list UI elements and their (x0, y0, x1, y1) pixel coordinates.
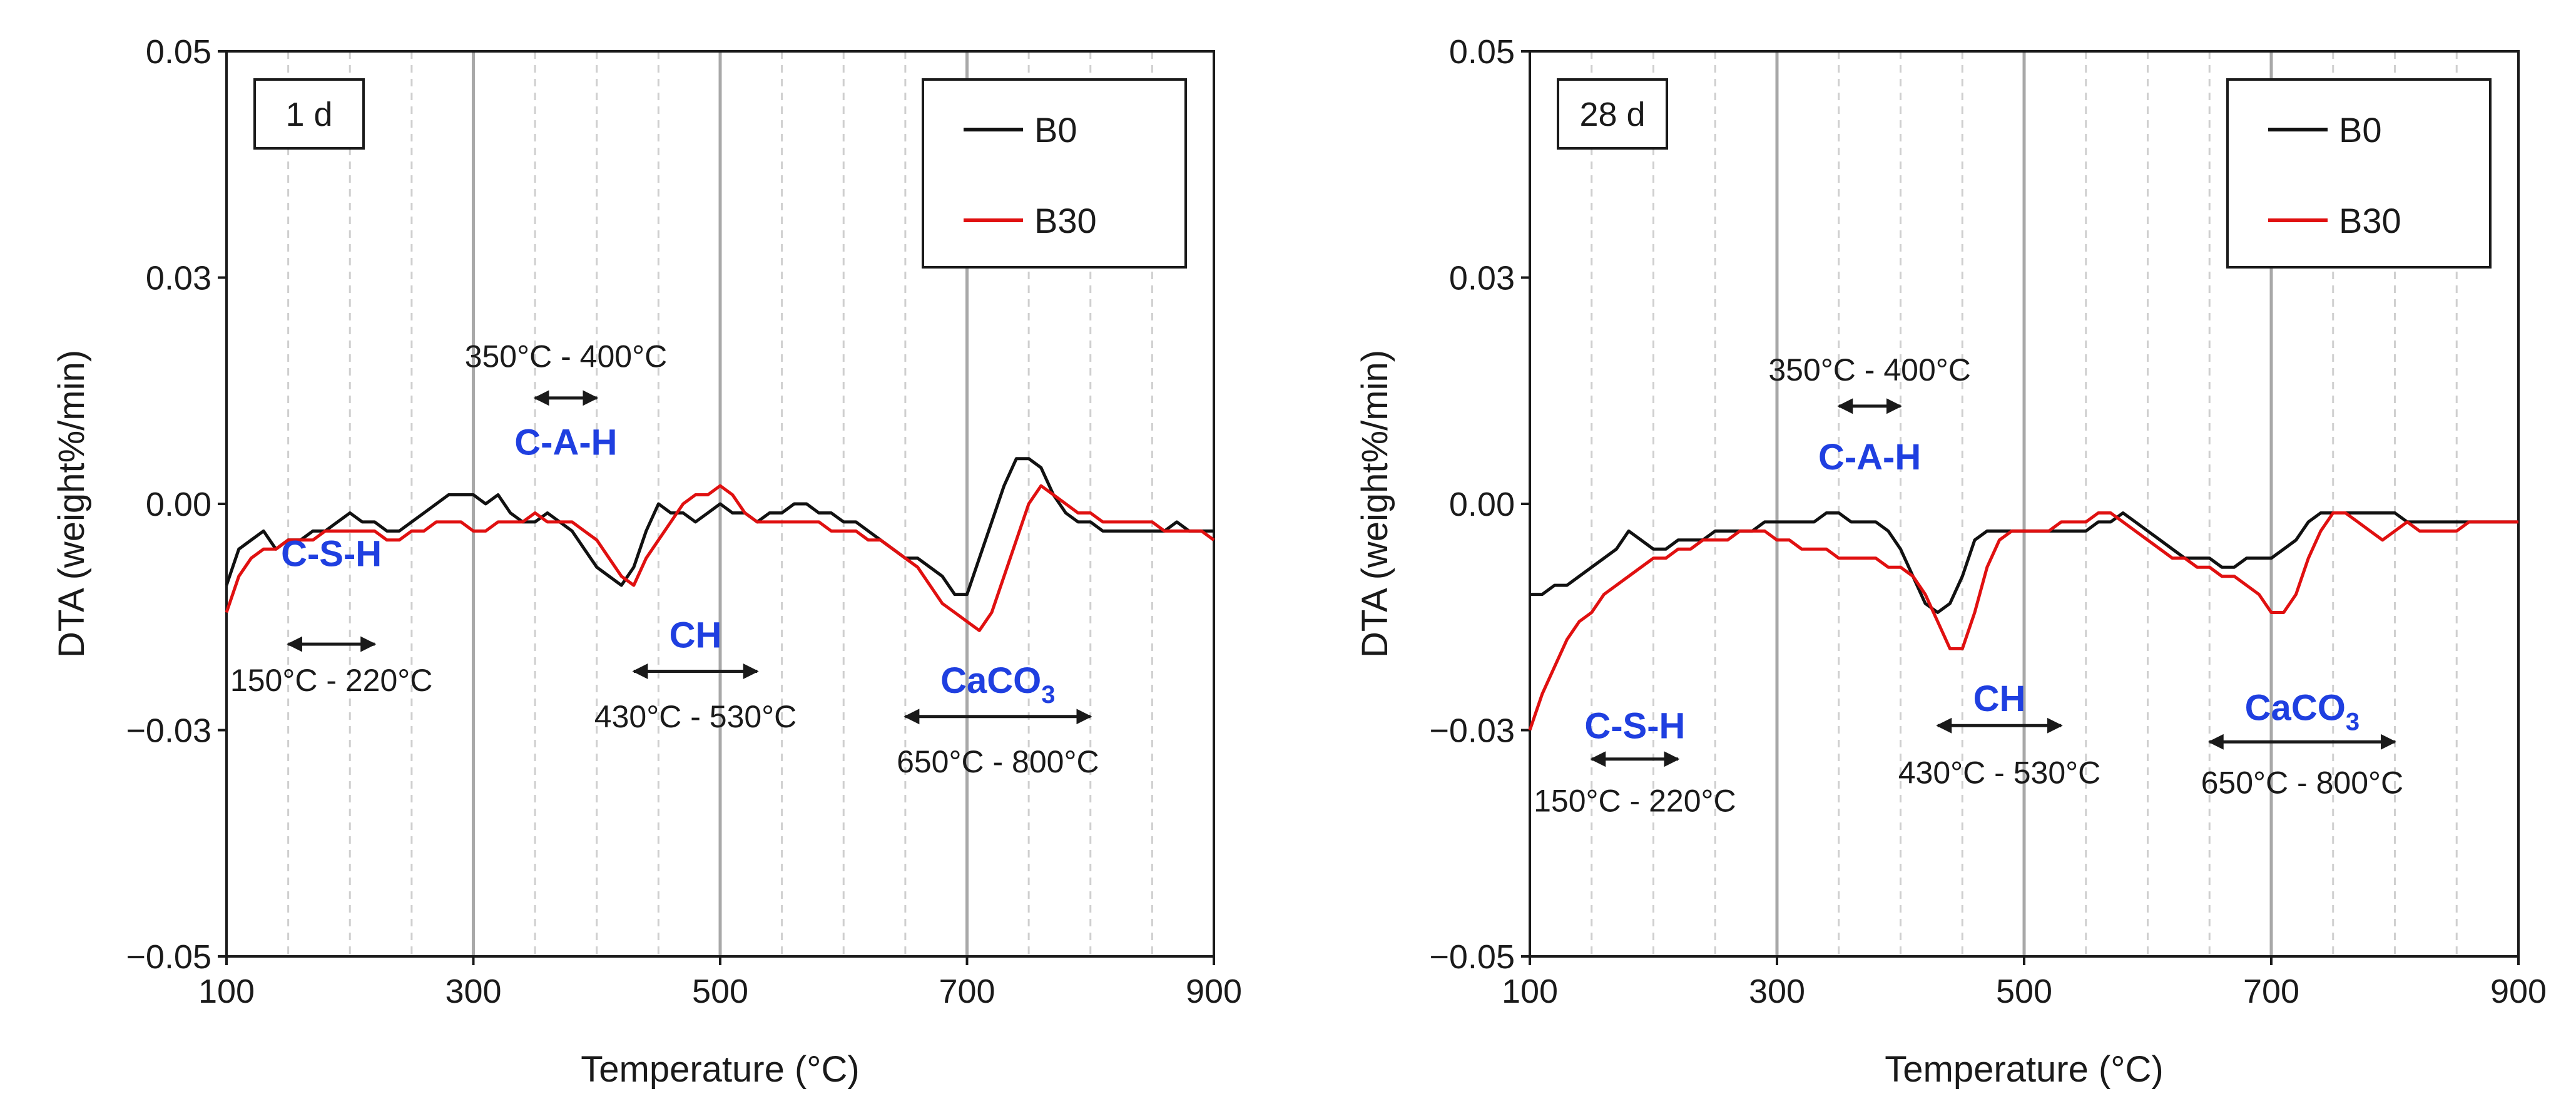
phase-label: C-A-H (514, 422, 617, 463)
y-tick-label: −0.03 (1429, 712, 1515, 750)
series-line-b0 (225, 457, 1214, 596)
y-axis-title: DTA (weight%/min) (1355, 350, 1395, 658)
range-label: 150°C - 220°C (230, 663, 433, 698)
y-tick-label: 0.05 (146, 33, 211, 71)
y-tick-label: −0.05 (126, 938, 211, 976)
y-axis-title: DTA (weight%/min) (51, 350, 92, 658)
x-axis-title: Temperature (°C) (581, 1049, 859, 1090)
phase-label-text: CaCO (2245, 687, 2346, 728)
phase-label-text: C-S-H (281, 534, 382, 575)
x-tick-label: 500 (1996, 973, 2052, 1010)
x-tick-label: 100 (198, 973, 255, 1010)
phase-label: C-S-H (1584, 705, 1685, 746)
phase-label: CH (1973, 678, 2026, 719)
x-tick-label: 300 (1749, 973, 1805, 1010)
x-axis-title: Temperature (°C) (1885, 1049, 2163, 1090)
legend-box (2226, 78, 2492, 269)
x-tick-label: 700 (939, 973, 995, 1010)
x-tick-label: 900 (1186, 973, 1242, 1010)
x-tick-label: 700 (2243, 973, 2299, 1010)
phase-label-text: CaCO (940, 660, 1041, 701)
legend-label: B30 (2339, 201, 2401, 240)
y-tick-label: 0.00 (1449, 486, 1515, 523)
y-tick-label: 0.05 (1449, 33, 1515, 71)
y-tick-label: −0.05 (1429, 938, 1515, 976)
phase-label: C-A-H (1818, 437, 1921, 478)
x-tick-label: 300 (445, 973, 501, 1010)
phase-label-text: CH (669, 615, 722, 656)
panel-label-box (253, 78, 365, 150)
series-line-b30 (225, 484, 1215, 632)
phase-label-subscript: 3 (1041, 681, 1055, 709)
range-label: 430°C - 530°C (1898, 755, 2101, 790)
phase-label-text: C-S-H (1584, 705, 1685, 746)
range-label: 430°C - 530°C (594, 699, 797, 734)
y-tick-label: 0.03 (146, 260, 211, 297)
phase-label-text: C-A-H (1818, 437, 1921, 478)
phase-label: CaCO3 (940, 660, 1055, 709)
y-tick-label: −0.03 (126, 712, 211, 750)
x-tick-label: 500 (692, 973, 748, 1010)
range-label: 350°C - 400°C (465, 339, 668, 374)
legend-box (922, 78, 1187, 269)
legend-label: B30 (1034, 201, 1097, 240)
series-line-b30 (1528, 511, 2518, 731)
panel-label: 1 d (285, 96, 332, 133)
y-tick-label: 0.00 (146, 486, 211, 523)
legend-label: B0 (2339, 110, 2382, 150)
phase-label: CH (669, 615, 722, 656)
phase-label-text: CH (1973, 678, 2026, 719)
range-label: 150°C - 220°C (1534, 783, 1736, 818)
phase-label-text: C-A-H (514, 422, 617, 463)
panel-label: 28 d (1579, 96, 1645, 133)
legend-label: B0 (1034, 110, 1077, 150)
range-label: 650°C - 800°C (897, 744, 1099, 779)
x-tick-label: 100 (1502, 973, 1558, 1010)
panel-label-box (1557, 78, 1668, 150)
phase-label: CaCO3 (2245, 687, 2360, 735)
x-tick-label: 900 (2490, 973, 2547, 1010)
phase-label-subscript: 3 (2346, 708, 2360, 735)
phase-label: C-S-H (281, 534, 382, 575)
y-tick-label: 0.03 (1449, 260, 1515, 297)
range-label: 650°C - 800°C (2201, 765, 2404, 800)
range-label: 350°C - 400°C (1768, 352, 1971, 387)
